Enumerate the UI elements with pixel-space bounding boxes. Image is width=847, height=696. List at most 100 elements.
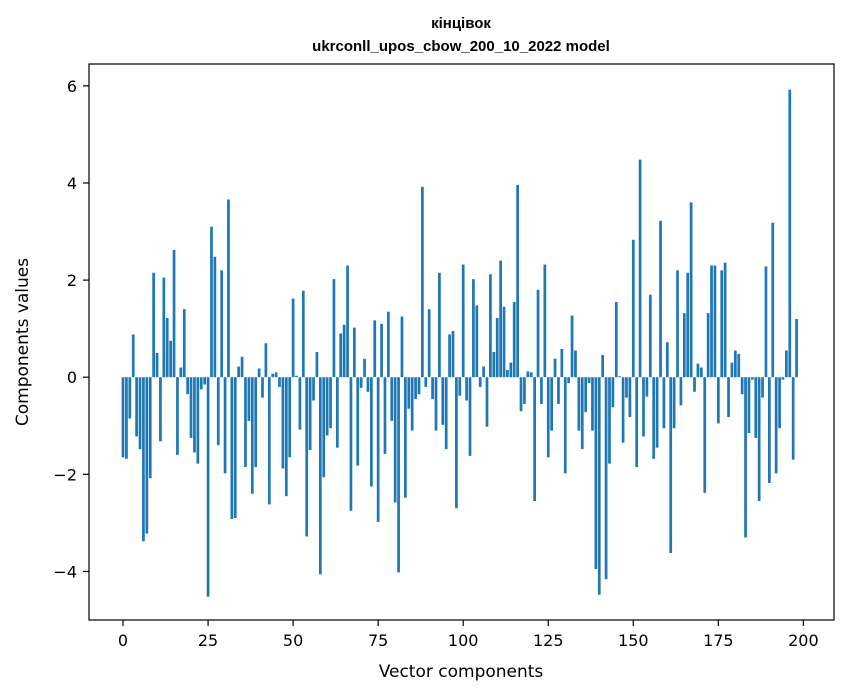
bar-196	[788, 89, 792, 378]
plot-frame	[88, 63, 835, 621]
bar-38	[250, 377, 254, 494]
bar-186	[754, 377, 758, 438]
bar-166	[686, 272, 690, 378]
bar-135	[580, 377, 584, 450]
bar-12	[162, 277, 166, 378]
bar-91	[431, 377, 434, 400]
bar-26	[210, 226, 213, 378]
bar-178	[727, 377, 730, 418]
bar-112	[502, 306, 506, 378]
bar-140	[597, 377, 601, 595]
x-tick-label-0: 0	[118, 631, 128, 650]
bar-191	[771, 222, 775, 378]
bar-139	[594, 377, 598, 570]
bar-118	[523, 377, 526, 404]
bar-164	[679, 377, 683, 406]
bar-75	[376, 377, 380, 522]
bar-76	[380, 323, 383, 378]
bar-50	[291, 298, 295, 378]
bar-45	[274, 372, 278, 378]
bar-143	[608, 377, 611, 464]
bar-48	[284, 377, 288, 497]
bar-94	[441, 377, 445, 425]
bar-7	[145, 377, 149, 534]
chart-title-line-2: ukrconll_upos_cbow_200_10_2022 model	[312, 38, 610, 55]
y-tick-label-4: 4	[67, 174, 77, 193]
bar-175	[716, 377, 720, 424]
bar-39	[254, 377, 258, 468]
bar-147	[621, 377, 625, 443]
bar-16	[176, 377, 179, 455]
bar-129	[560, 349, 564, 378]
bar-145	[614, 301, 618, 378]
bar-133	[574, 350, 577, 378]
bar-132	[570, 315, 574, 378]
bar-154	[645, 377, 649, 397]
bar-104	[475, 305, 479, 378]
bar-159	[662, 377, 666, 429]
bar-185	[751, 377, 754, 380]
bar-59	[322, 377, 326, 478]
bar-101	[465, 377, 468, 401]
bar-15	[172, 249, 176, 378]
bar-17	[179, 367, 183, 378]
bar-29	[220, 270, 224, 378]
bar-77	[383, 377, 387, 454]
bar-79	[390, 377, 394, 421]
bar-182	[740, 377, 744, 395]
bar-51	[295, 375, 298, 378]
bar-179	[730, 362, 734, 378]
bar-120	[529, 372, 533, 378]
bar-100	[461, 264, 465, 378]
bar-96	[448, 334, 451, 378]
bar-165	[682, 313, 686, 378]
bar-169	[696, 363, 700, 378]
bar-41	[261, 377, 264, 398]
y-tick-label-2: 2	[67, 271, 77, 290]
bar-188	[761, 377, 764, 398]
bar-36	[244, 377, 247, 468]
bar-64	[339, 333, 343, 378]
bar-3	[131, 334, 135, 378]
bar-90	[427, 309, 431, 378]
bar-97	[451, 331, 455, 378]
bar-93	[438, 272, 441, 378]
x-tick-label-100: 100	[448, 631, 479, 650]
bar-150	[631, 239, 635, 378]
bar-58	[318, 377, 322, 575]
bar-31	[227, 199, 230, 378]
bar-72	[366, 377, 370, 392]
bar-80	[393, 377, 397, 503]
bar-92	[434, 377, 438, 431]
bar-121	[533, 377, 536, 502]
bar-25	[206, 377, 210, 597]
bar-117	[519, 377, 523, 412]
bar-84	[407, 377, 411, 409]
bar-74	[373, 320, 377, 378]
bar-108	[489, 274, 492, 378]
bar-47	[281, 377, 285, 469]
bar-43	[267, 377, 271, 505]
bar-105	[478, 377, 482, 387]
chart-title-line-1: кінцівок	[431, 15, 491, 32]
bar-156	[652, 377, 656, 459]
bar-53	[301, 290, 305, 378]
bar-193	[778, 377, 781, 429]
bar-4	[135, 377, 138, 437]
x-tick-label-25: 25	[198, 631, 218, 650]
bar-137	[587, 377, 591, 384]
x-axis-label: Vector components	[379, 662, 544, 682]
bar-62	[332, 279, 336, 378]
bar-63	[335, 377, 339, 448]
bar-89	[424, 377, 428, 387]
bar-0	[121, 377, 125, 458]
bar-125	[546, 377, 550, 458]
bar-122	[536, 289, 540, 378]
bar-170	[699, 367, 703, 378]
bar-115	[512, 301, 516, 378]
bar-73	[369, 377, 373, 487]
bar-106	[482, 366, 485, 378]
bar-88	[421, 186, 424, 378]
bar-119	[526, 371, 530, 378]
bar-171	[703, 377, 707, 493]
